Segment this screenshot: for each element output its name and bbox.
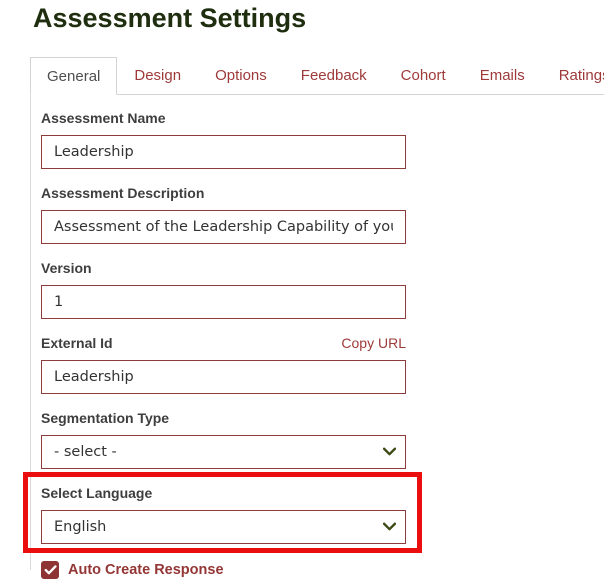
version-label: Version	[41, 260, 92, 276]
tab-options[interactable]: Options	[215, 67, 267, 84]
tab-general[interactable]: General	[30, 57, 118, 95]
auto-create-response-label: Auto Create Response	[68, 562, 224, 578]
copy-url-link[interactable]: Copy URL	[341, 335, 406, 351]
tab-content-panel: Assessment Name Assessment Description V…	[23, 95, 604, 579]
assessment-name-label: Assessment Name	[41, 110, 166, 126]
select-language-label: Select Language	[41, 485, 153, 501]
tab-bar: General Design Options Feedback Cohort E…	[30, 57, 604, 95]
assessment-description-group: Assessment Description	[41, 185, 406, 244]
auto-create-response-row: Auto Create Response	[41, 561, 604, 579]
tab-feedback[interactable]: Feedback	[300, 67, 367, 84]
tab-cohort[interactable]: Cohort	[400, 67, 446, 84]
assessment-name-input[interactable]	[41, 135, 406, 169]
assessment-name-group: Assessment Name	[41, 110, 406, 169]
tab-ratings[interactable]: Ratings	[558, 67, 604, 84]
assessment-description-label: Assessment Description	[41, 185, 205, 201]
tab-emails[interactable]: Emails	[479, 67, 525, 84]
select-language-select[interactable]: English	[41, 510, 406, 544]
auto-create-response-checkbox[interactable]	[41, 561, 59, 579]
external-id-input[interactable]	[41, 360, 406, 394]
tab-design[interactable]: Design	[134, 67, 182, 84]
version-input[interactable]	[41, 285, 406, 319]
page-title: Assessment Settings	[33, 3, 307, 33]
select-language-group: Select Language English	[23, 472, 422, 553]
external-id-label: External Id	[41, 335, 113, 351]
segmentation-type-select[interactable]: - select -	[41, 435, 406, 469]
assessment-description-input[interactable]	[41, 210, 406, 244]
external-id-group: External Id Copy URL	[41, 335, 406, 394]
segmentation-type-label: Segmentation Type	[41, 410, 170, 426]
segmentation-type-group: Segmentation Type - select -	[41, 410, 406, 469]
check-icon	[44, 565, 57, 575]
version-group: Version	[41, 260, 406, 319]
